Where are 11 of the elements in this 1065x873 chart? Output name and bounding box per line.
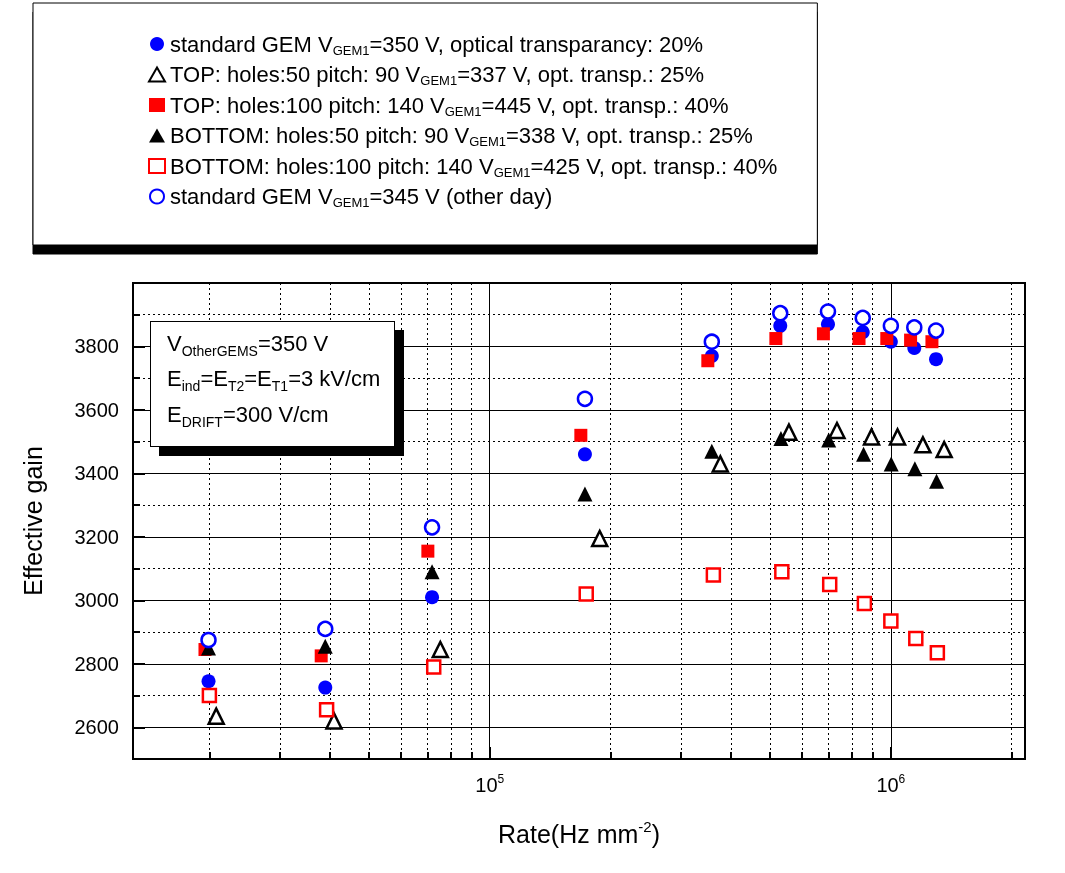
y-tick-label: 2800 <box>74 652 119 675</box>
y-tick-label: 3400 <box>74 462 119 485</box>
y-tick-label: 2600 <box>74 716 119 739</box>
y-tick-label: 3800 <box>74 335 119 358</box>
y-tick-label: 3600 <box>74 398 119 421</box>
y-tick-label: 3200 <box>74 525 119 548</box>
annotation: E$_{ind}$=E$_{T2}$=E$_{T1}$=3 kV/cm <box>167 366 381 395</box>
y-tick-label: 3000 <box>74 589 119 612</box>
y-axis-title: Effective gain <box>18 446 47 596</box>
annotation: V$_{OtherGEMS}$=350 V <box>167 331 329 360</box>
annotation: E$_{DRIFT}$=300 V/cm <box>167 401 329 431</box>
